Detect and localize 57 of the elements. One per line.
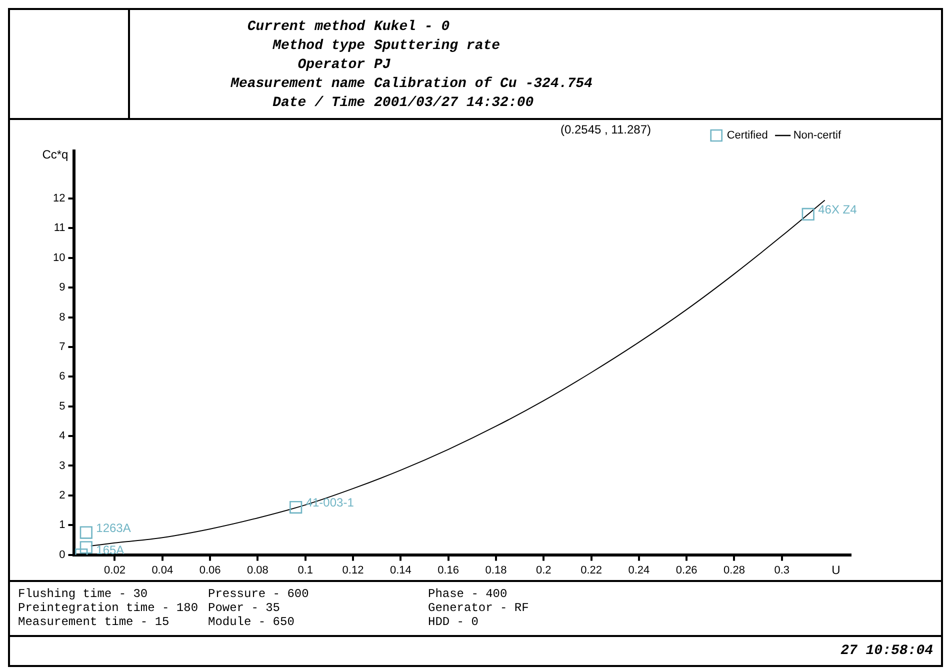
x-tick-label: 0.16 <box>438 564 460 576</box>
annotation: 165A <box>96 543 124 558</box>
text: (0.2545 , 11.287) <box>560 122 651 136</box>
x-tick-label: 0.08 <box>246 564 268 576</box>
annotation: 41-003-1 <box>306 496 354 510</box>
y-tick-label: 8 <box>59 311 66 324</box>
text: Module - 650 <box>208 615 296 629</box>
x-tick-label: 0.26 <box>676 564 698 576</box>
text: Sputtering rate <box>374 37 500 56</box>
x-tick-label: 0.1 <box>298 564 314 576</box>
x-tick-label: 0.14 <box>390 564 412 576</box>
annotation: 1263A <box>96 520 131 535</box>
text: Measurement name <box>230 75 365 94</box>
text: 27 10:58:04 <box>840 643 933 659</box>
y-tick-label: 7 <box>59 340 66 353</box>
y-tick-label: 12 <box>52 192 66 205</box>
y-tick-label: 10 <box>52 252 66 264</box>
text: Measurement time - 15 <box>18 615 170 629</box>
y-axis-title: Cc*q <box>42 147 68 162</box>
text: Operator <box>296 56 365 75</box>
x-axis-title: U <box>832 563 840 578</box>
y-tick-label: 6 <box>59 370 66 383</box>
text: Pressure - 600 <box>208 587 310 601</box>
y-tick-label: 9 <box>59 282 66 294</box>
text: Date / Time <box>272 94 365 113</box>
x-tick-label: 0.3 <box>774 564 790 576</box>
x-tick-label: 0.22 <box>580 564 602 576</box>
x-tick-label: 0.02 <box>104 564 126 576</box>
text: Method type <box>272 37 365 56</box>
x-tick-label: 0.28 <box>724 564 745 576</box>
x-tick-label: 0.2 <box>536 564 552 576</box>
text: 2001/03/27 14:32:00 <box>374 94 534 113</box>
y-tick-label: 2 <box>59 489 66 502</box>
legend-label: Certified <box>726 130 768 142</box>
x-tick-label: 0.24 <box>628 564 650 576</box>
y-tick-label: 0 <box>59 548 66 561</box>
text: Current method <box>246 18 365 37</box>
y-tick-label: 11 <box>54 222 66 234</box>
y-tick-label: 4 <box>59 430 66 442</box>
y-tick-label: 1 <box>59 519 66 532</box>
y-tick-label: 3 <box>59 460 66 472</box>
annotation: 46X Z4 <box>818 202 858 217</box>
legend-label: Non-certif <box>793 130 842 142</box>
text: Preintegration time - 180 <box>18 601 200 615</box>
x-tick-label: 0.04 <box>152 564 174 576</box>
text: PJ <box>374 56 391 75</box>
text: Calibration of Cu -324.754 <box>374 75 592 94</box>
text: Phase - 400 <box>428 587 508 601</box>
y-tick-label: 5 <box>59 400 66 412</box>
text: Generator - RF <box>428 601 530 615</box>
x-tick-label: 0.18 <box>485 564 507 576</box>
text: Flushing time - 30 <box>18 587 149 601</box>
x-tick-label: 0.06 <box>199 564 221 576</box>
text: HDD - 0 <box>428 615 480 629</box>
text: Kukel - 0 <box>374 18 450 37</box>
text: Power - 35 <box>208 601 282 615</box>
x-tick-label: 0.12 <box>342 564 364 576</box>
